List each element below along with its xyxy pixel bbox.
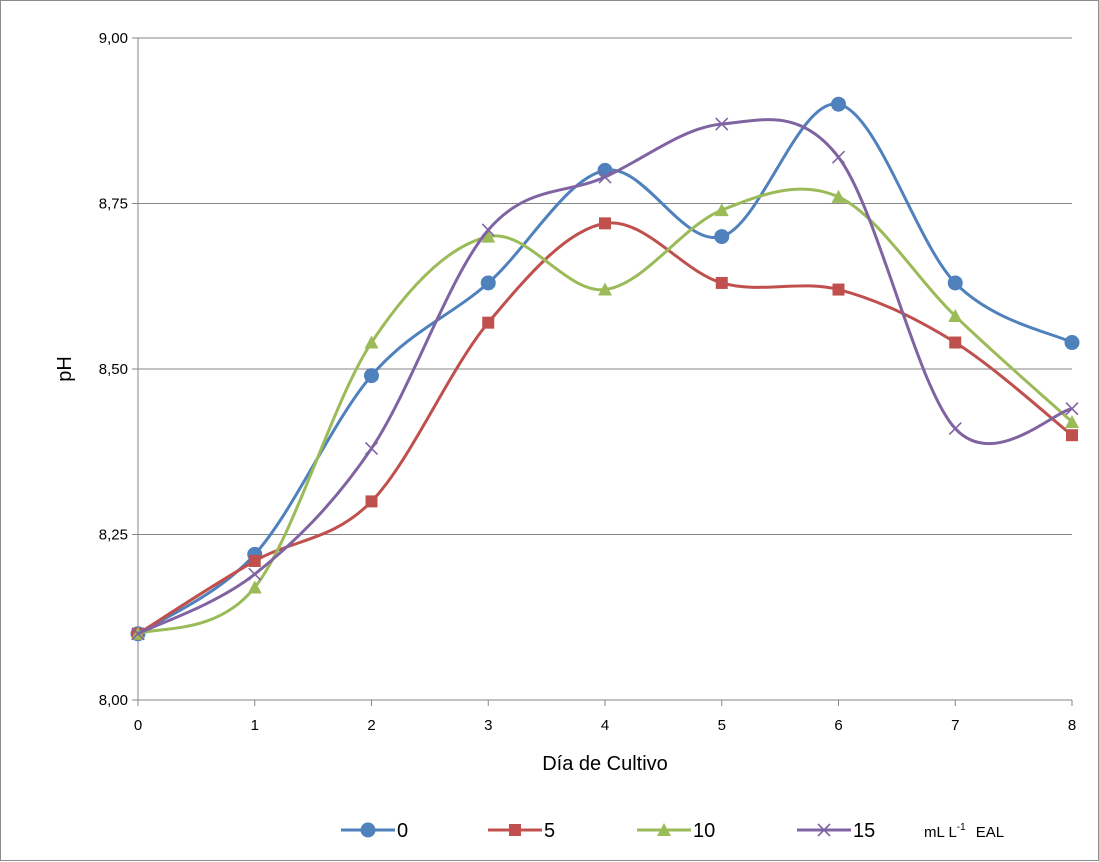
y-tick-labels: 8,00 8,25 8,50 8,75 9,00 bbox=[99, 30, 128, 709]
data-point-15 bbox=[715, 117, 729, 131]
data-point-0 bbox=[1064, 335, 1080, 351]
series-line-15 bbox=[137, 118, 1073, 636]
gridlines bbox=[138, 37, 1072, 535]
x-axis-title: Día de Cultivo bbox=[542, 753, 668, 775]
legend-marker-15 bbox=[817, 823, 831, 837]
data-point-5 bbox=[949, 336, 962, 349]
legend-marker-15-stroke bbox=[817, 823, 831, 837]
legend-unit-base: mL L bbox=[924, 824, 957, 841]
data-point-15 bbox=[598, 170, 612, 184]
legend-entry-10: 10 bbox=[637, 820, 715, 842]
data-point-10 bbox=[714, 203, 729, 217]
data-point-15-stroke bbox=[131, 627, 145, 641]
x-tick-label: 8 bbox=[1068, 717, 1076, 734]
x-tick-label: 7 bbox=[951, 717, 959, 734]
data-point-10 bbox=[598, 282, 612, 296]
data-point-5 bbox=[248, 554, 261, 567]
data-point-0 bbox=[947, 275, 963, 291]
legend-label-5: 5 bbox=[544, 820, 555, 842]
data-point-15-stroke bbox=[364, 441, 379, 456]
series-line-10 bbox=[137, 187, 1074, 636]
legend-label-10: 10 bbox=[693, 820, 715, 842]
data-point-15-stroke bbox=[948, 422, 962, 436]
x-tick-label: 3 bbox=[484, 717, 492, 734]
series-10 bbox=[131, 187, 1079, 640]
series-group bbox=[130, 96, 1080, 642]
data-point-15 bbox=[1065, 402, 1079, 416]
y-tick-label: 8,00 bbox=[99, 692, 128, 709]
data-point-0 bbox=[480, 275, 496, 291]
legend-marker-5 bbox=[509, 824, 521, 836]
data-point-0 bbox=[364, 368, 379, 384]
data-point-10 bbox=[948, 309, 963, 323]
data-point-15-stroke bbox=[715, 117, 729, 131]
legend-entry-5: 5 bbox=[488, 820, 555, 842]
legend-unit-sup: -1 bbox=[957, 822, 966, 833]
data-point-0 bbox=[714, 229, 730, 245]
data-point-15-stroke bbox=[248, 567, 262, 581]
y-tick-label: 8,25 bbox=[99, 527, 128, 544]
data-point-10 bbox=[481, 229, 496, 243]
x-tick-label: 2 bbox=[367, 717, 375, 734]
data-point-15 bbox=[831, 150, 846, 164]
x-tick-labels: 0 1 2 3 4 5 6 7 8 bbox=[134, 717, 1076, 734]
data-point-10 bbox=[364, 335, 379, 349]
data-point-5 bbox=[1066, 429, 1078, 442]
x-tick-label: 1 bbox=[251, 717, 259, 734]
data-point-5 bbox=[832, 283, 845, 296]
data-point-15 bbox=[131, 627, 145, 641]
legend-label-0: 0 bbox=[397, 820, 408, 842]
legend-entry-15: 15 bbox=[797, 820, 875, 842]
series-15 bbox=[131, 117, 1079, 641]
y-tick-label: 9,00 bbox=[99, 30, 128, 47]
data-point-15 bbox=[248, 567, 262, 581]
data-point-15-stroke bbox=[1065, 402, 1079, 416]
legend-entry-0: 0 bbox=[341, 820, 408, 842]
x-tick-label: 6 bbox=[834, 717, 842, 734]
legend-marker-0 bbox=[360, 822, 376, 838]
series-5 bbox=[132, 217, 1078, 640]
data-point-10 bbox=[1065, 414, 1079, 428]
legend-unit: mL L-1 EAL bbox=[924, 822, 1004, 841]
data-point-5 bbox=[365, 495, 378, 508]
data-point-15-stroke bbox=[481, 223, 495, 237]
data-point-5 bbox=[482, 316, 495, 329]
data-point-10 bbox=[247, 580, 262, 594]
legend-label-15: 15 bbox=[853, 820, 875, 842]
data-point-5 bbox=[715, 276, 728, 289]
x-tick-label: 5 bbox=[718, 717, 726, 734]
data-point-15-stroke bbox=[598, 170, 612, 184]
data-point-5 bbox=[599, 217, 611, 230]
x-tick-label: 0 bbox=[134, 717, 142, 734]
data-point-15 bbox=[481, 223, 495, 237]
data-point-0 bbox=[831, 96, 846, 112]
legend-marker-10 bbox=[657, 823, 671, 836]
axes bbox=[132, 37, 1073, 706]
legend-unit-tail: EAL bbox=[976, 824, 1004, 841]
y-tick-label: 8,50 bbox=[99, 361, 128, 378]
legend: 0 5 10 15 bbox=[341, 820, 875, 842]
data-point-10 bbox=[831, 189, 846, 203]
data-point-15 bbox=[948, 422, 962, 436]
y-tick-label: 8,75 bbox=[99, 196, 128, 213]
y-axis-title: pH bbox=[54, 356, 76, 382]
x-tick-label: 4 bbox=[601, 717, 609, 734]
data-point-15-stroke bbox=[831, 150, 846, 164]
data-point-15 bbox=[364, 441, 379, 456]
